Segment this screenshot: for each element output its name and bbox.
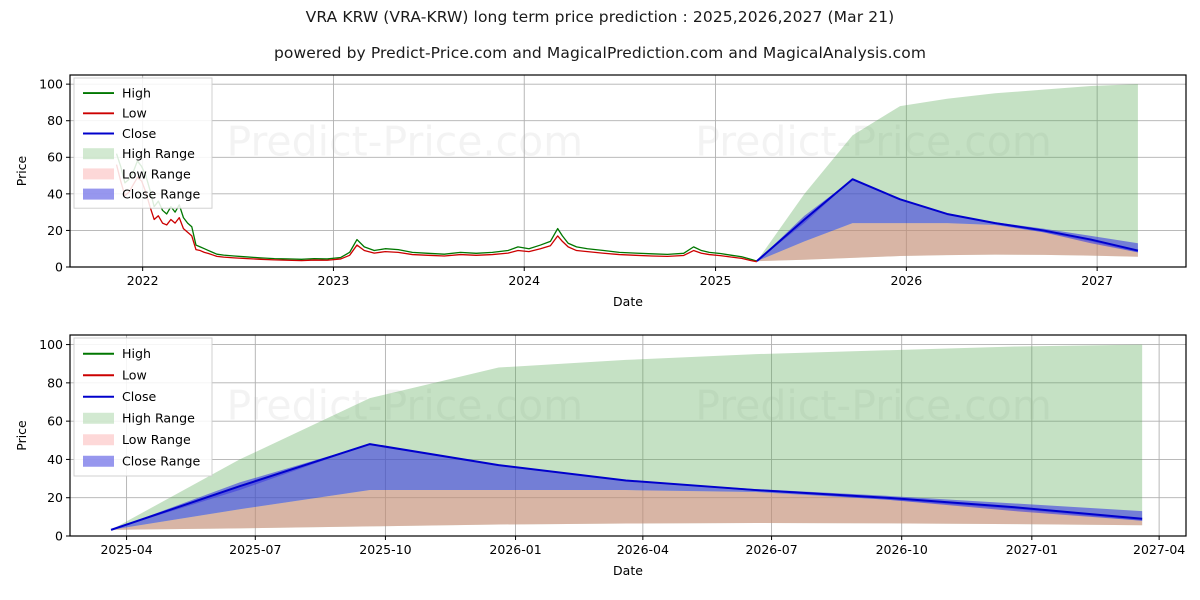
x-axis-tick-label: 2024 — [508, 273, 540, 288]
x-axis-tick-label: 2026 — [890, 273, 922, 288]
legend-item-label[interactable]: Close Range — [122, 454, 200, 469]
series-line-high — [115, 153, 758, 262]
y-axis-tick-label: 80 — [47, 375, 63, 390]
x-axis-tick-label: 2025-04 — [100, 542, 152, 557]
legend-swatch-patch — [83, 412, 114, 424]
close-range-wedge — [756, 179, 1138, 262]
y-axis-tick-label: 20 — [47, 223, 63, 238]
legend-item-label[interactable]: High — [122, 346, 151, 361]
legend-item-label[interactable]: High Range — [122, 411, 195, 426]
x-axis-tick-label: 2022 — [127, 273, 159, 288]
bottom-chart-panel: Predict-Price.comPredict-Price.com020406… — [0, 325, 1200, 590]
series-line-low — [115, 164, 757, 263]
low-range-band — [111, 490, 1143, 530]
top-chart-panel: Predict-Price.comPredict-Price.com020406… — [0, 62, 1200, 312]
x-axis-tick-label: 2026-10 — [876, 542, 928, 557]
legend-swatch-patch — [83, 455, 114, 467]
y-axis-title: Price — [14, 420, 29, 451]
y-axis-tick-label: 100 — [39, 77, 63, 92]
y-axis-tick-label: 40 — [47, 186, 63, 201]
y-axis-tick-label: 20 — [47, 490, 63, 505]
legend-swatch-patch — [83, 188, 114, 200]
legend-item-label[interactable]: High — [122, 86, 151, 101]
x-axis-tick-label: 2027-01 — [1006, 542, 1058, 557]
page-title: VRA KRW (VRA-KRW) long term price predic… — [305, 8, 895, 26]
y-axis-tick-label: 80 — [47, 113, 63, 128]
page-subtitle: powered by Predict-Price.com and Magical… — [273, 44, 927, 62]
y-axis-tick-label: 0 — [55, 259, 63, 274]
y-axis-tick-label: 100 — [39, 337, 63, 352]
watermark-text: Predict-Price.com — [226, 118, 583, 166]
legend-item-label[interactable]: Close Range — [122, 187, 200, 202]
legend-item-label[interactable]: Low — [122, 368, 147, 383]
x-axis-tick-label: 2026-04 — [617, 542, 669, 557]
legend-item-label[interactable]: Close — [122, 126, 157, 141]
legend-item-label[interactable]: Low Range — [122, 166, 191, 181]
y-axis-title: Price — [14, 155, 29, 186]
y-axis-tick-label: 0 — [55, 528, 63, 543]
x-axis-title: Date — [613, 294, 643, 309]
y-axis-tick-label: 60 — [47, 414, 63, 429]
y-axis-tick-label: 40 — [47, 452, 63, 467]
legend-swatch-patch — [83, 168, 114, 180]
legend-item-label[interactable]: Low Range — [122, 432, 191, 447]
close-range-wedge — [111, 444, 1143, 530]
x-axis-tick-label: 2025 — [700, 273, 732, 288]
x-axis-tick-label: 2027-04 — [1133, 542, 1185, 557]
legend-swatch-patch — [83, 434, 114, 446]
series-line-close — [756, 178, 1139, 262]
low-range-band — [756, 223, 1138, 262]
x-axis-tick-label: 2026-01 — [489, 542, 541, 557]
x-axis-tick-label: 2025-07 — [229, 542, 281, 557]
chart-legend: High Low Close High Range Low Range Close Ran… — [73, 77, 213, 209]
x-axis-tick-label: 2027 — [1081, 273, 1113, 288]
legend-swatch-patch — [83, 148, 114, 160]
legend-item-label[interactable]: Low — [122, 106, 147, 121]
chart-legend: High Low Close High Range Low Range Close Ran… — [73, 337, 213, 477]
legend-item-label[interactable]: High Range — [122, 146, 195, 161]
x-axis-tick-label: 2023 — [318, 273, 350, 288]
y-axis-tick-label: 60 — [47, 150, 63, 165]
series-line-close — [110, 443, 1143, 531]
x-axis-title: Date — [613, 563, 643, 578]
x-axis-tick-label: 2026-07 — [745, 542, 797, 557]
x-axis-tick-label: 2025-10 — [359, 542, 411, 557]
legend-item-label[interactable]: Close — [122, 389, 157, 404]
